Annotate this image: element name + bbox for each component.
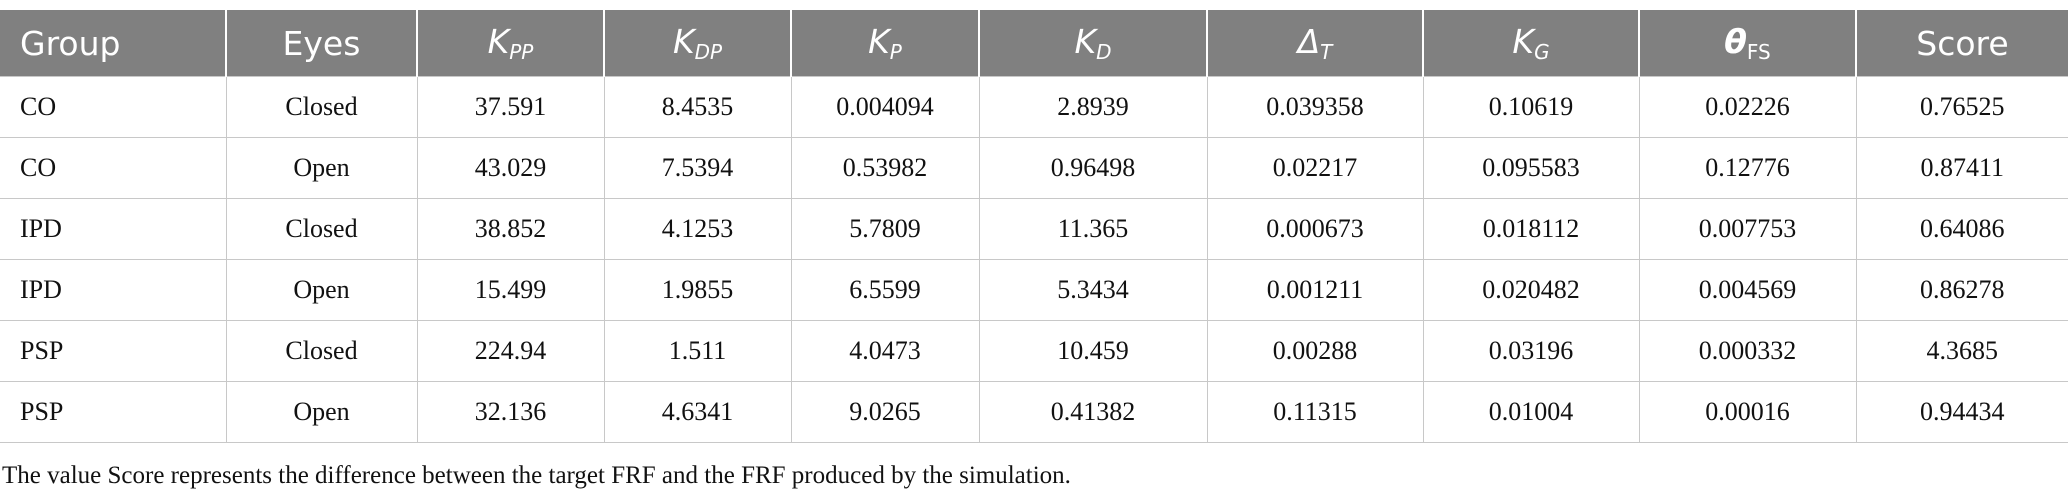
table-cell: 8.4535	[603, 76, 792, 138]
table-cell: 0.64086	[1855, 198, 2068, 260]
header-cell: Group	[0, 10, 226, 77]
table-cell: 4.1253	[603, 198, 792, 260]
header-subscript: DP	[694, 40, 723, 64]
table-cell: 0.12776	[1638, 137, 1857, 199]
table-cell: 2.8939	[978, 76, 1208, 138]
table-cell: 9.0265	[790, 381, 980, 443]
table-cell: 5.3434	[978, 259, 1208, 321]
table-cell: Closed	[225, 320, 418, 382]
table-cell: 6.5599	[790, 259, 980, 321]
table-cell: 0.020482	[1422, 259, 1640, 321]
table-cell: 7.5394	[603, 137, 792, 199]
table-cell: 0.02217	[1206, 137, 1424, 199]
table-cell: 0.41382	[978, 381, 1208, 443]
header-text: Group	[20, 23, 121, 63]
table-cell: 0.02226	[1638, 76, 1857, 138]
table-cell: 0.86278	[1855, 259, 2068, 321]
table-cell: 1.511	[603, 320, 792, 382]
table-cell: 0.96498	[978, 137, 1208, 199]
table-cell: Closed	[225, 76, 418, 138]
table-cell: 15.499	[416, 259, 605, 321]
header-text: K	[868, 22, 890, 61]
table-cell: 0.039358	[1206, 76, 1424, 138]
table-cell: Open	[225, 137, 418, 199]
table-cell: 0.001211	[1206, 259, 1424, 321]
table-cell: PSP	[0, 381, 227, 443]
header-cell: Eyes	[225, 10, 417, 77]
table-cell: 4.3685	[1855, 320, 2068, 382]
table-cell: 0.007753	[1638, 198, 1857, 260]
caption: The value Score represents the differenc…	[2, 462, 1071, 489]
table-row: CO Open 43.029 7.5394 0.53982 0.96498 0.02217 0…	[0, 137, 2068, 199]
table-cell: 0.03196	[1422, 320, 1640, 382]
header-text: θ	[1724, 22, 1747, 61]
header-text: K	[1074, 22, 1097, 61]
table-row: PSP Closed 224.94 1.511 4.0473 10.459 0.00288 0…	[0, 320, 2068, 382]
table-row: IPD Closed 38.852 4.1253 5.7809 11.365 0.00067…	[0, 198, 2068, 260]
table-cell: 43.029	[416, 137, 605, 199]
header-text: Score	[1916, 23, 2009, 63]
header-cell: KG	[1422, 10, 1639, 77]
table-row: IPD Open 15.499 1.9855 6.5599 5.3434 0.001211 0…	[0, 259, 2068, 321]
table-cell: 4.0473	[790, 320, 980, 382]
table-cell: 0.00016	[1638, 381, 1857, 443]
table-cell: 0.87411	[1855, 137, 2068, 199]
table-cell: 0.095583	[1422, 137, 1640, 199]
table-cell: Open	[225, 259, 418, 321]
table-cell: CO	[0, 137, 227, 199]
header-subscript: PP	[509, 40, 534, 64]
table-cell: 0.004569	[1638, 259, 1857, 321]
table-cell: 0.76525	[1855, 76, 2068, 138]
table-cell: IPD	[0, 259, 227, 321]
table-cell: 0.018112	[1422, 198, 1640, 260]
data-table: Group Eyes KPP KDP KP KD ΔT KG θFS Score CO Closed…	[0, 10, 2068, 443]
table-cell: 1.9855	[603, 259, 792, 321]
header-subscript: P	[889, 40, 902, 64]
table-cell: 0.00288	[1206, 320, 1424, 382]
header-text: K	[672, 22, 695, 61]
table-cell: 37.591	[416, 76, 605, 138]
header-subscript: D	[1096, 40, 1112, 64]
table-row: CO Closed 37.591 8.4535 0.004094 2.8939 0.0393…	[0, 76, 2068, 138]
header-subscript: T	[1320, 40, 1333, 64]
table-cell: 0.94434	[1855, 381, 2068, 443]
table-cell: 0.53982	[790, 137, 980, 199]
table-cell: 10.459	[978, 320, 1208, 382]
table-cell: Open	[225, 381, 418, 443]
header-subscript: FS	[1746, 40, 1771, 64]
table-row: PSP Open 32.136 4.6341 9.0265 0.41382 0.11315 0…	[0, 381, 2068, 443]
table-cell: 0.000332	[1638, 320, 1857, 382]
table-cell: 0.11315	[1206, 381, 1424, 443]
header-cell: ΔT	[1206, 10, 1423, 77]
table-cell: 11.365	[978, 198, 1208, 260]
table-cell: 32.136	[416, 381, 605, 443]
table-cell: 5.7809	[790, 198, 980, 260]
table-cell: 0.01004	[1422, 381, 1640, 443]
header-text: Eyes	[282, 23, 361, 63]
table-cell: IPD	[0, 198, 227, 260]
header-text: K	[487, 22, 510, 61]
table-cell: Closed	[225, 198, 418, 260]
table-cell: 4.6341	[603, 381, 792, 443]
table-cell: CO	[0, 76, 227, 138]
header-text: K	[1512, 22, 1535, 61]
table-cell: PSP	[0, 320, 227, 382]
header-cell: KP	[790, 10, 979, 77]
table-cell: 0.000673	[1206, 198, 1424, 260]
header-subscript: G	[1534, 40, 1550, 64]
table-cell: 224.94	[416, 320, 605, 382]
table-cell: 38.852	[416, 198, 605, 260]
table-body: CO Closed 37.591 8.4535 0.004094 2.8939 0.0393…	[0, 76, 2068, 443]
header-cell: θFS	[1638, 10, 1856, 77]
table-cell: 0.10619	[1422, 76, 1640, 138]
header-text: Δ	[1297, 22, 1321, 61]
header-cell: Score	[1855, 10, 2068, 77]
table-cell: 0.004094	[790, 76, 980, 138]
header-cell: KD	[978, 10, 1207, 77]
header-row: Group Eyes KPP KDP KP KD ΔT KG θFS Score	[0, 10, 2068, 77]
header-cell: KDP	[603, 10, 791, 77]
header-cell: KPP	[416, 10, 604, 77]
